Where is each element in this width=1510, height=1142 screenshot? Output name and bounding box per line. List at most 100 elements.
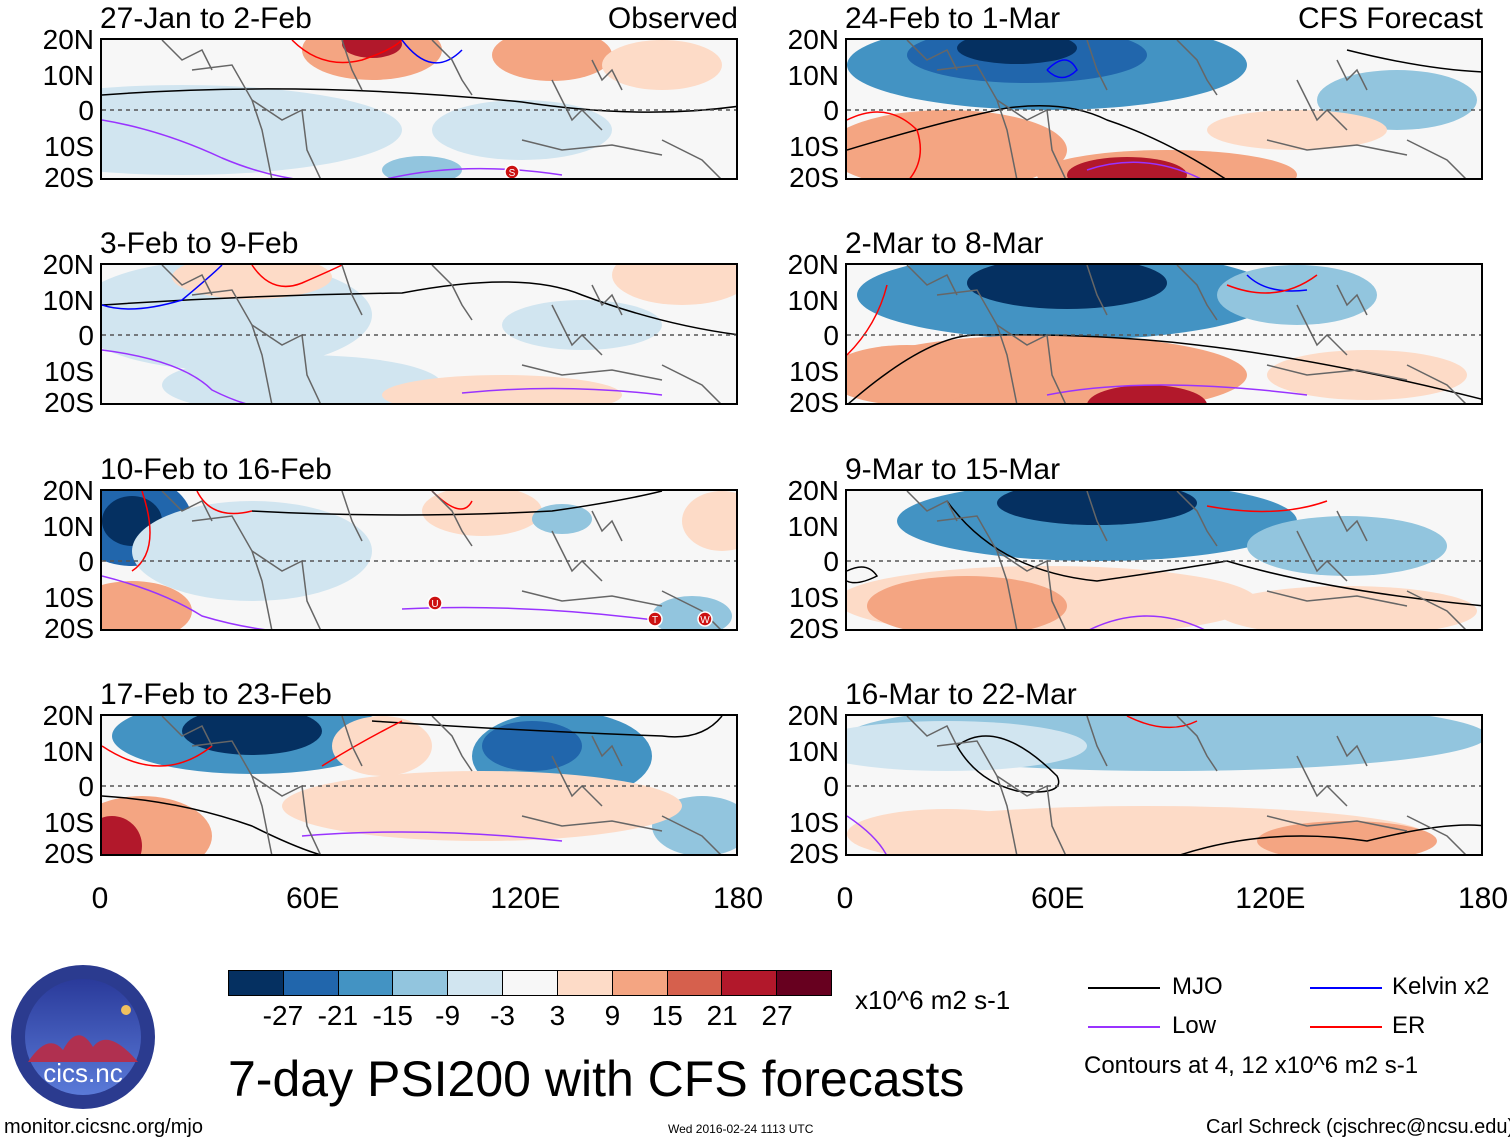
colorbar-swatch (503, 971, 558, 995)
units-label: x10^6 m2 s-1 (855, 985, 1011, 1015)
lat-label: 20N (787, 475, 839, 506)
legend-mjo-label: MJO (1172, 973, 1223, 1000)
lat-label: 10N (787, 284, 839, 316)
lat-label: 10N (42, 59, 94, 91)
coastline (431, 716, 473, 772)
psi-anomaly-region (342, 40, 402, 58)
colorbar-swatch (283, 971, 339, 995)
low-contour (461, 387, 663, 396)
colorbar-swatch (667, 971, 723, 995)
map-canvas (102, 716, 736, 854)
psi-anomaly-region (897, 491, 1297, 561)
psi-anomaly-region (182, 716, 322, 755)
psi-anomaly-region (432, 100, 612, 160)
psi-anomaly-region (162, 355, 442, 403)
lat-label: 20S (44, 162, 94, 193)
psi200-map-panel: U T W (100, 489, 738, 631)
lat-label: 0 (823, 95, 839, 126)
coastline (431, 265, 473, 321)
mjo-contour (847, 566, 879, 584)
colorbar-swatch (448, 971, 504, 995)
er-contour (1206, 500, 1328, 513)
mjo-contour (847, 104, 1226, 178)
panel-title: 17-Feb to 23-Feb (100, 678, 332, 711)
mjo-contour (946, 500, 1481, 607)
lat-label: 20N (787, 24, 839, 55)
er-contour (1226, 274, 1318, 294)
low-contour (401, 606, 663, 622)
coastline (906, 265, 958, 296)
lat-label: 20S (44, 387, 94, 418)
low-contour (102, 119, 294, 178)
coastline (1086, 40, 1108, 91)
lat-label: 10N (42, 510, 94, 542)
psi-anomaly-region (652, 596, 732, 629)
map-canvas (847, 40, 1481, 178)
coastline (521, 139, 663, 156)
colorbar-swatch (777, 971, 831, 995)
psi-anomaly-region (997, 491, 1197, 525)
lat-label: 10S (789, 806, 839, 838)
map-canvas (847, 265, 1481, 403)
coastline (521, 815, 663, 832)
psi-anomaly-region (1087, 385, 1207, 403)
coastline (1406, 815, 1467, 854)
psi-anomaly-region (682, 491, 736, 551)
kelvin-contour (401, 40, 463, 64)
kelvin-contour (102, 265, 223, 310)
er-contour (102, 745, 213, 767)
coastline (431, 40, 473, 96)
coastline (1086, 265, 1108, 316)
er-contour (251, 265, 343, 288)
coastline (1266, 815, 1408, 832)
panel-title: 24-Feb to 1-Mar (845, 2, 1061, 35)
er-contour (196, 491, 253, 515)
storm-letter: W (700, 615, 710, 626)
map-canvas (847, 491, 1481, 629)
psi-anomaly-region (532, 504, 592, 534)
lat-label: 10S (44, 130, 94, 162)
lat-label: 0 (78, 95, 94, 126)
psi200-map-panel (100, 263, 738, 405)
lat-label: 0 (823, 771, 839, 802)
coastline (161, 491, 213, 522)
colorbar-swatch (393, 971, 449, 995)
colorbar-swatch (338, 971, 394, 995)
coastline (591, 59, 623, 91)
coastline (1266, 364, 1408, 381)
legend-kelvin-label: Kelvin x2 (1392, 973, 1490, 1000)
colorbar-tick-label: -27 (262, 1000, 304, 1031)
lat-label: 20N (787, 249, 839, 280)
colorbar-tick-label: 3 (549, 1000, 566, 1031)
lat-label: 10S (44, 806, 94, 838)
psi-anomaly-region (302, 40, 442, 80)
legend-er-label: ER (1392, 1012, 1426, 1039)
observed-tag: Observed (607, 2, 738, 35)
psi-anomaly-region (282, 771, 682, 841)
kelvin-contour (1046, 59, 1078, 79)
coastline (1176, 40, 1218, 96)
mjo-contour (1346, 49, 1481, 73)
coastline (906, 716, 958, 747)
legend-er-line (1310, 1026, 1382, 1028)
legend-low-line (1088, 1026, 1160, 1028)
colorbar-swatch (722, 971, 778, 995)
footer-timestamp: Wed 2016-02-24 1113 UTC (668, 1122, 814, 1136)
psi-anomaly-region (957, 40, 1077, 64)
coastline (1296, 530, 1348, 582)
coastline (521, 364, 663, 381)
psi200-map-panel (100, 714, 738, 856)
psi-anomaly-region (102, 581, 192, 629)
psi-anomaly-region (382, 375, 622, 403)
low-contour (1046, 384, 1308, 396)
low-contour (387, 167, 563, 178)
storm-marker: T (647, 611, 663, 627)
psi-anomaly-region (482, 721, 582, 771)
coastline (1406, 590, 1467, 629)
psi-anomaly-region (102, 816, 142, 854)
lon-label: 60E (1030, 882, 1085, 915)
lon-label: 0 (836, 882, 854, 915)
lat-label: 0 (823, 546, 839, 577)
storm-letter: S (509, 168, 516, 179)
panel-title: 10-Feb to 16-Feb (100, 453, 332, 486)
